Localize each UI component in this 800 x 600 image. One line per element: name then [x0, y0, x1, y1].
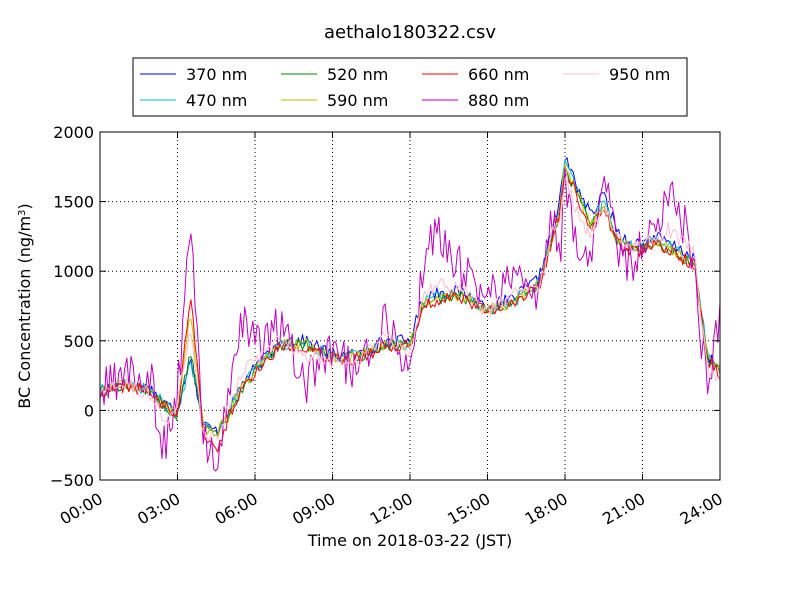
y-axis-label-superscript: 3: [17, 210, 28, 216]
legend-label: 660 nm: [468, 65, 529, 84]
legend-box: [132, 57, 688, 117]
legend-label: 370 nm: [186, 65, 247, 84]
y-axis-label: BC Concentration (ng/m3): [15, 203, 34, 408]
y-tick-label: −500: [50, 471, 94, 490]
x-tick-label: 00:00: [57, 489, 106, 529]
series-line-660-nm: [100, 172, 720, 453]
x-tick-label: 12:00: [367, 489, 416, 529]
grid: [100, 132, 720, 480]
x-tick-label: 09:00: [289, 489, 338, 529]
x-tick-label: 24:00: [677, 489, 726, 529]
x-tick-label: 21:00: [599, 489, 648, 529]
x-tick-label: 15:00: [444, 489, 493, 529]
y-tick-label: 2000: [53, 123, 94, 142]
legend-label: 590 nm: [327, 91, 388, 110]
legend-label: 880 nm: [468, 91, 529, 110]
y-axis-label-main: BC Concentration (ng/m: [15, 216, 34, 409]
y-tick-label: 1000: [53, 262, 94, 281]
legend-label: 470 nm: [186, 91, 247, 110]
y-tick-label: 500: [63, 332, 94, 351]
x-tick-label: 03:00: [134, 489, 183, 529]
y-axis-ticks: −500 0 500 1000 1500 2000: [50, 123, 720, 490]
y-tick-label: 1500: [53, 193, 94, 212]
series-line-950-nm: [100, 174, 720, 442]
y-tick-label: 0: [84, 401, 94, 420]
x-axis-label: Time on 2018-03-22 (JST): [307, 531, 512, 550]
series-lines: [100, 157, 720, 472]
legend-label: 520 nm: [327, 65, 388, 84]
legend-label: 950 nm: [609, 65, 670, 84]
series-line-880-nm: [100, 167, 720, 472]
x-tick-label: 18:00: [522, 489, 571, 529]
y-axis-label-end: ): [15, 203, 34, 209]
chart-title: aethalo180322.csv: [324, 22, 496, 43]
x-tick-label: 06:00: [212, 489, 261, 529]
legend: 370 nm 470 nm 520 nm 590 nm 660 nm 880 nm 950 …: [132, 57, 688, 117]
